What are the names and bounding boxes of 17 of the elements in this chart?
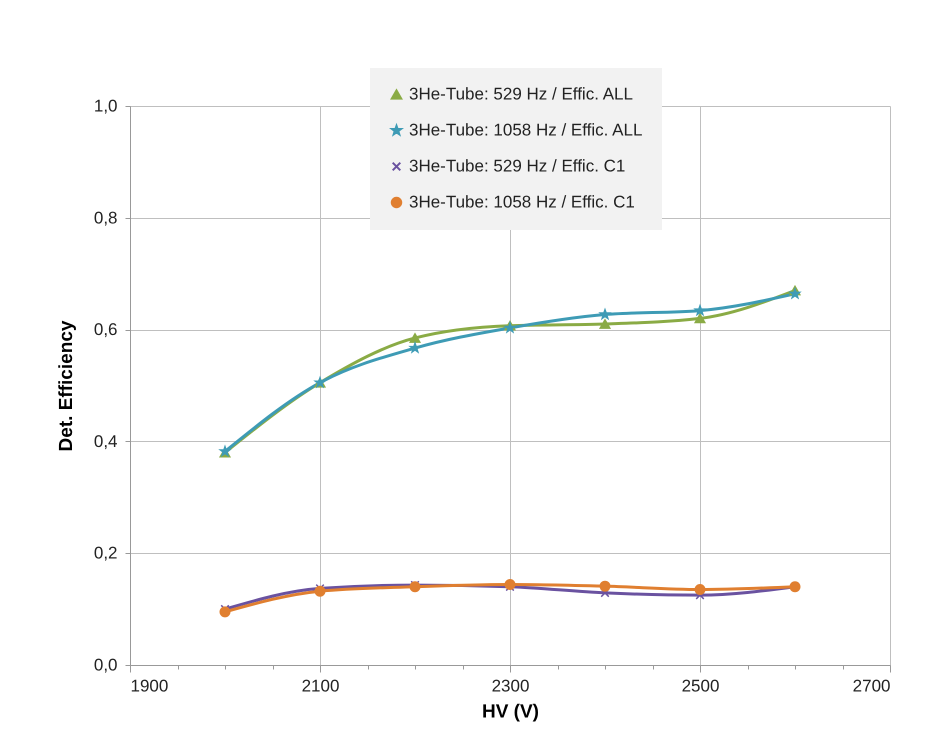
x-tick-label: 2500 [682,676,720,696]
x-tick-label: 2300 [492,676,530,696]
legend-label: 3He-Tube: 1058 Hz / Effic. C1 [409,192,635,212]
legend-label: 3He-Tube: 1058 Hz / Effic. ALL [409,120,642,140]
legend-label: 3He-Tube: 529 Hz / Effic. C1 [409,156,626,176]
x-tick-label: 2100 [302,676,340,696]
x-tick-label: 2700 [852,676,890,696]
y-tick-label: 0,0 [94,656,118,674]
y-axis-title: Det. Efficiency [56,320,77,452]
x-tick-label: 1900 [130,676,168,696]
y-tick-label: 0,4 [94,432,118,451]
y-tick-label: 0,2 [94,544,118,563]
y-tick-label: 1,0 [94,96,118,116]
legend-label: 3He-Tube: 529 Hz / Effic. ALL [409,84,633,104]
y-tick-label: 0,6 [94,320,118,340]
y-tick-label: 0,8 [94,208,118,228]
x-axis-title: HV (V) [482,702,539,722]
